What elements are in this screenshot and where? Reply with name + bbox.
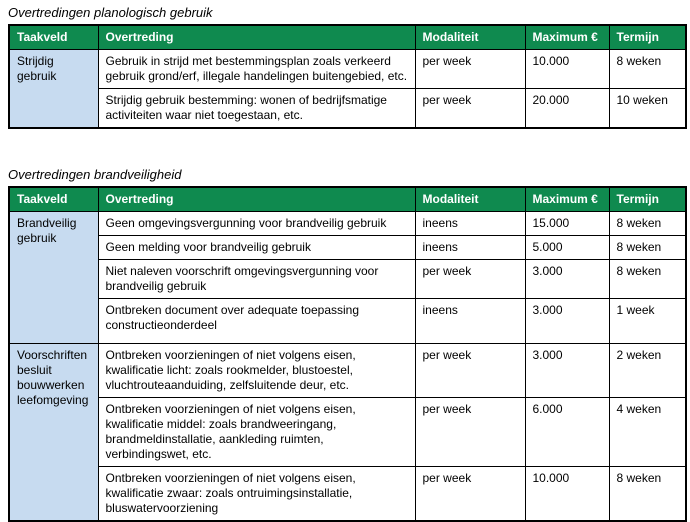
cell-overtreding: Ontbreken voorzieningen of niet volgens … <box>97 466 416 522</box>
cell-overtreding: Ontbreken document over adequate toepass… <box>97 298 416 344</box>
table-row: Brandveilig gebruik Geen omgevingsvergun… <box>8 211 687 344</box>
table-row: Ontbreken voorzieningen of niet volgens … <box>9 397 687 467</box>
cell-modaliteit: per week <box>414 343 526 398</box>
cell-modaliteit: per week <box>414 88 526 129</box>
planologisch-table: Taakveld Overtreding Modaliteit Maximum … <box>8 24 687 129</box>
cell-termijn: 10 weken <box>608 88 687 129</box>
cell-modaliteit: per week <box>414 259 526 299</box>
table-row: Strijdig gebruik bestemming: wonen of be… <box>9 88 687 129</box>
cell-maximum: 20.000 <box>524 88 610 129</box>
cell-taakveld: Strijdig gebruik <box>8 49 99 129</box>
cell-overtreding: Niet naleven voorschrift omgevingsvergun… <box>97 259 416 299</box>
column-header-overtreding: Overtreding <box>97 186 416 212</box>
table-row: Ontbreken voorzieningen of niet volgens … <box>9 466 687 522</box>
table-row: Geen melding voor brandveilig gebruik in… <box>9 235 687 260</box>
cell-maximum: 10.000 <box>524 49 610 89</box>
cell-overtreding: Strijdig gebruik bestemming: wonen of be… <box>97 88 416 129</box>
column-header-maximum: Maximum € <box>524 24 610 50</box>
cell-termijn: 8 weken <box>608 49 687 89</box>
cell-overtreding: Ontbreken voorzieningen of niet volgens … <box>97 397 416 467</box>
planologisch-section: Overtredingen planologisch gebruik Taakv… <box>8 5 687 129</box>
cell-maximum: 6.000 <box>524 397 610 467</box>
header-row: Taakveld Overtreding Modaliteit Maximum … <box>8 186 687 212</box>
cell-modaliteit: per week <box>414 49 526 89</box>
column-header-modaliteit: Modaliteit <box>414 186 526 212</box>
cell-overtreding: Geen melding voor brandveilig gebruik <box>97 235 416 260</box>
cell-modaliteit: ineens <box>414 235 526 260</box>
cell-termijn: 8 weken <box>608 235 687 260</box>
cell-termijn: 4 weken <box>608 397 687 467</box>
cell-maximum: 5.000 <box>524 235 610 260</box>
table-title-brandveiligheid: Overtredingen brandveiligheid <box>8 167 182 182</box>
cell-maximum: 3.000 <box>524 298 610 344</box>
table-row: Ontbreken document over adequate toepass… <box>9 298 687 344</box>
table-title-planologisch: Overtredingen planologisch gebruik <box>8 5 213 20</box>
cell-termijn: 8 weken <box>608 466 687 522</box>
cell-modaliteit: per week <box>414 397 526 467</box>
table-row: Voorschriften besluit bouwwerken leefomg… <box>8 343 687 522</box>
column-header-taakveld: Taakveld <box>8 24 99 50</box>
cell-modaliteit: ineens <box>414 298 526 344</box>
column-header-overtreding: Overtreding <box>97 24 416 50</box>
table-row: Strijdig gebruik Gebruik in strijd met b… <box>8 49 687 129</box>
cell-overtreding: Geen omgevingsvergunning voor brandveili… <box>97 211 416 236</box>
cell-termijn: 8 weken <box>608 211 687 236</box>
cell-taakveld: Brandveilig gebruik <box>8 211 99 344</box>
column-header-taakveld: Taakveld <box>8 186 99 212</box>
cell-maximum: 3.000 <box>524 343 610 398</box>
cell-overtreding: Gebruik in strijd met bestemmingsplan zo… <box>97 49 416 89</box>
cell-maximum: 3.000 <box>524 259 610 299</box>
brandveiligheid-table: Taakveld Overtreding Modaliteit Maximum … <box>8 186 687 522</box>
cell-termijn: 2 weken <box>608 343 687 398</box>
cell-maximum: 15.000 <box>524 211 610 236</box>
cell-modaliteit: ineens <box>414 211 526 236</box>
cell-overtreding: Ontbreken voorzieningen of niet volgens … <box>97 343 416 398</box>
brandveiligheid-section: Overtredingen brandveiligheid Taakveld O… <box>8 167 687 522</box>
header-row: Taakveld Overtreding Modaliteit Maximum … <box>8 24 687 50</box>
table-row: Niet naleven voorschrift omgevingsvergun… <box>9 259 687 299</box>
cell-taakveld: Voorschriften besluit bouwwerken leefomg… <box>8 343 99 522</box>
column-header-termijn: Termijn <box>608 24 687 50</box>
cell-termijn: 8 weken <box>608 259 687 299</box>
column-header-termijn: Termijn <box>608 186 687 212</box>
cell-modaliteit: per week <box>414 466 526 522</box>
column-header-maximum: Maximum € <box>524 186 610 212</box>
cell-termijn: 1 week <box>608 298 687 344</box>
column-header-modaliteit: Modaliteit <box>414 24 526 50</box>
cell-maximum: 10.000 <box>524 466 610 522</box>
